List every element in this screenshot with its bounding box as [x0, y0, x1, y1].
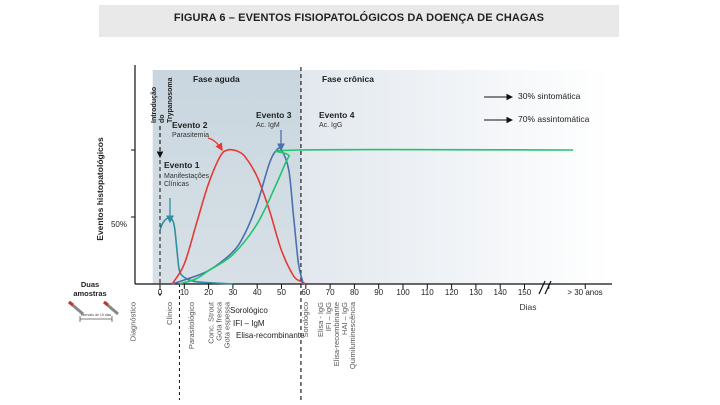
- x-tick-label: 80: [350, 288, 359, 297]
- series-line-4: [179, 148, 574, 285]
- x-tick-label: 150: [518, 288, 532, 297]
- series-line-1: [159, 217, 233, 285]
- event1-title: Evento 1: [164, 160, 200, 170]
- title-banner: [99, 5, 619, 37]
- event2-sub: Parasitemia: [172, 132, 209, 139]
- diagnostic-method-label: Conc. Strout: [207, 301, 216, 344]
- phase-label-aguda: Fase aguda: [193, 74, 240, 84]
- diagnostic-method-label: Parasitológico: [187, 302, 196, 349]
- phase-label-cronica: Fase crônica: [322, 74, 374, 84]
- x-tick-label: 40: [253, 288, 262, 297]
- x-ticks: 0 10 20 30 40 50 60 70 80 90 100 110 120 130 140 150: [158, 284, 586, 297]
- chronic-phase-background: [300, 70, 610, 284]
- inoculation-label: Introdução do Trypanosoma: [151, 77, 174, 123]
- series-layer: [159, 147, 574, 296]
- x-tick-label: 90: [374, 288, 383, 297]
- figure-title: FIGURA 6 – EVENTOS FISIOPATOLÓGICOS DA D…: [173, 12, 545, 24]
- samples-label-2: amostras: [73, 289, 106, 298]
- axis-break-icon: [538, 280, 552, 295]
- event4-title: Evento 4: [319, 110, 355, 120]
- x-tick-label: 100: [396, 288, 410, 297]
- event4-sub: Ac. IgG: [319, 122, 342, 129]
- outcome-symptomatic: 30% sintomática: [518, 91, 581, 101]
- x-tick-label: 110: [421, 288, 434, 297]
- inoculation-label-line2: do: [159, 114, 166, 123]
- diagnostic-method-label: Elisa - IgG: [316, 302, 325, 337]
- x-tick-label: 10: [180, 288, 189, 297]
- inoculation-label-line3: Trypanosoma: [167, 77, 174, 123]
- event2-arrow: [207, 137, 223, 152]
- test-tubes-icon: [68, 300, 119, 322]
- serology-acute-title: Sorológico: [230, 306, 268, 315]
- inoculation-label-line1: Introdução: [151, 87, 158, 123]
- event3-title: Evento 3: [256, 110, 292, 120]
- event2-title: Evento 2: [172, 120, 208, 130]
- diagnostic-method-label: HAI – IgG: [340, 302, 349, 335]
- x-end-label: > 30 anos: [567, 288, 602, 297]
- diagnostic-method-label: Sorológico: [301, 302, 310, 337]
- diagnostic-method-label: Quimiluminescência: [348, 301, 357, 369]
- diagnostic-methods: Diagnóstico Clínico Parasitológico Conc. St…: [129, 301, 357, 369]
- x-tick-label: 140: [494, 288, 508, 297]
- event1-sub-1: Manifestações: [164, 173, 210, 180]
- x-tick-label: 120: [445, 288, 459, 297]
- y-axis-label: Eventos histopatológicos: [95, 137, 105, 241]
- x-tick-label: 60: [301, 288, 310, 297]
- x-axis-label: Dias: [519, 302, 536, 312]
- diagnostic-method-label: Elisa-recombinante: [332, 302, 341, 366]
- y-mid-label: 50%: [111, 220, 127, 229]
- serology-acute: Sorológico IFI – IgM Elisa-recombinante: [230, 306, 305, 340]
- outcome-asymptomatic: 70% assintomática: [518, 114, 590, 124]
- x-tick-label: 20: [204, 288, 213, 297]
- series-line-2: [171, 148, 307, 285]
- x-tick-label: 130: [469, 288, 483, 297]
- event3-sub: Ac. IgM: [256, 122, 280, 129]
- x-tick-label: 70: [326, 288, 335, 297]
- x-tick-label: 0: [158, 288, 163, 297]
- diagnostic-method-label: IFI – IgG: [324, 302, 333, 331]
- samples-interval: intervalo de 15 dias: [81, 313, 112, 317]
- diagnostic-method-label: Clínico: [165, 302, 174, 325]
- diagnostic-method-label: Diagnóstico: [129, 302, 138, 341]
- x-tick-label: 50: [277, 288, 286, 297]
- diagnostic-method-label: Gota fresca: [215, 301, 224, 341]
- serology-acute-elisa: Elisa-recombinante: [236, 331, 305, 340]
- diagnostic-method-label: Gota espessa: [223, 301, 232, 348]
- event1-sub-2: Clínicas: [164, 181, 189, 188]
- x-tick-label: 30: [228, 288, 237, 297]
- serology-acute-igm: IFI – IgM: [233, 319, 265, 328]
- samples-label-1: Duas: [81, 280, 99, 289]
